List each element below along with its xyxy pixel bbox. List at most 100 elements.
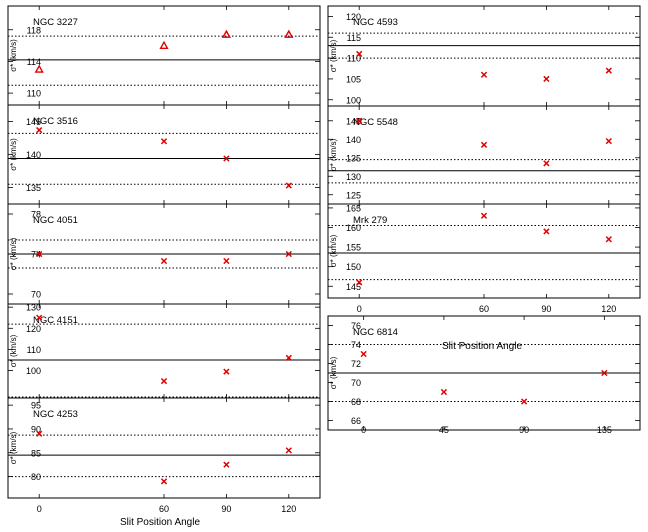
y-tick-label: 76: [351, 321, 361, 331]
y-axis-label: σ* (km/s): [329, 138, 338, 171]
data-point-x: [285, 182, 292, 189]
y-tick-label: 160: [346, 223, 361, 233]
y-tick-label: 130: [26, 303, 41, 313]
y-tick-label: 110: [27, 89, 41, 99]
panel-title: NGC 5548: [353, 117, 398, 128]
data-point-stroke: [543, 228, 550, 235]
data-point-x: [360, 350, 367, 358]
data-point-stroke: [285, 182, 292, 189]
data-point-stroke: [160, 478, 168, 485]
data-point-x: [480, 212, 488, 219]
data-point-stroke: [223, 461, 230, 468]
data-point-stroke: [480, 212, 488, 219]
data-point-x: [285, 354, 292, 361]
y-tick-label: 145: [26, 117, 41, 127]
y-tick-label: 145: [346, 282, 361, 292]
y-axis-label: σ* (km/s): [329, 39, 338, 72]
y-tick-label: 125: [346, 190, 361, 200]
data-point-stroke: [356, 117, 363, 124]
data-point-triangle: [159, 40, 169, 50]
y-tick-label: 110: [27, 345, 41, 355]
data-point-x: [480, 141, 488, 148]
y-axis-label: σ* (km/s): [9, 39, 18, 72]
data-point-stroke: [36, 430, 43, 437]
data-point-stroke: [605, 236, 612, 243]
data-point-stroke: [36, 126, 43, 134]
panel-ngc-6814: 66 68 70 72 74 76 0 45 90 135 NGC 6814 σ* (km/s): [327, 315, 641, 435]
y-tick-label: 150: [346, 262, 361, 272]
y-axis-label: σ* (km/s): [9, 334, 18, 367]
data-point-x: [36, 126, 43, 134]
y-axis-label: σ* (km/s): [329, 356, 338, 389]
y-tick-label: 72: [351, 359, 361, 369]
data-point-x: [160, 138, 168, 145]
data-point-x: [36, 250, 43, 258]
data-point-stroke: [36, 314, 43, 321]
data-point-x: [356, 117, 363, 124]
data-point-x: [223, 257, 230, 265]
data-point-x: [223, 368, 230, 375]
data-point-x: [605, 138, 612, 145]
data-point-x: [223, 461, 230, 468]
panel-ngc-4253: 80 85 90 95 0 60 90 120 NGC 4253 σ* (km/s): [7, 397, 321, 514]
data-point-stroke: [285, 447, 292, 454]
y-tick-label: 118: [27, 25, 41, 35]
y-tick-label: 105: [346, 74, 361, 84]
data-point-stroke: [160, 138, 168, 145]
x-tick-label: 90: [221, 504, 231, 514]
y-tick-label: 90: [31, 424, 41, 434]
data-point-x: [605, 67, 612, 74]
data-point-stroke: [440, 388, 448, 396]
panel-ngc-4151: 100 110 120 130 NGC 4151 σ* (km/s): [7, 303, 321, 399]
panel-title: NGC 4151: [33, 315, 78, 326]
data-point-stroke: [160, 257, 168, 265]
data-point-x: [160, 377, 168, 385]
y-tick-label: 95: [31, 401, 41, 411]
y-tick-label: 115: [347, 33, 361, 43]
y-tick-label: 140: [26, 150, 41, 160]
data-point-x: [36, 430, 43, 437]
data-point-stroke: [160, 377, 168, 385]
data-point-x: [605, 236, 612, 243]
panel-title: NGC 3516: [33, 116, 78, 127]
data-point-stroke: [285, 250, 292, 258]
data-point-x: [285, 447, 292, 454]
x-axis-label-left: Slit Position Angle: [120, 517, 200, 528]
y-tick-label: 145: [346, 116, 361, 126]
data-point-triangle: [34, 64, 44, 73]
y-tick-label: 100: [26, 366, 41, 376]
data-point-x: [480, 71, 488, 78]
y-tick-label: 66: [351, 416, 361, 426]
data-point-x: [356, 50, 363, 58]
data-point-stroke: [480, 71, 488, 78]
data-point-x: [356, 279, 363, 286]
y-tick-label: 100: [346, 95, 361, 105]
y-tick-label: 130: [346, 172, 361, 182]
panel-title: NGC 4051: [33, 215, 78, 226]
y-tick-label: 68: [351, 397, 361, 407]
y-tick-label: 70: [31, 290, 41, 300]
y-axis-label: σ* (km/s): [9, 138, 18, 171]
data-point-stroke: [360, 350, 367, 358]
data-point-stroke: [223, 368, 230, 375]
data-point-x: [160, 257, 168, 265]
y-tick-label: 74: [351, 340, 361, 350]
y-tick-label: 155: [346, 243, 361, 253]
x-tick-label: 120: [281, 504, 296, 514]
data-point-x: [543, 228, 550, 235]
y-tick-label: 120: [346, 12, 361, 22]
y-axis-label: σ* (km/s): [9, 237, 18, 270]
data-point-x: [223, 155, 230, 162]
data-point-stroke: [601, 369, 608, 377]
y-tick-label: 85: [31, 448, 41, 458]
data-point-stroke: [356, 279, 363, 286]
data-point-x: [543, 75, 550, 83]
panel-title: NGC 4253: [33, 409, 78, 420]
x-tick-label: 60: [159, 504, 169, 514]
data-point-x: [440, 388, 448, 396]
